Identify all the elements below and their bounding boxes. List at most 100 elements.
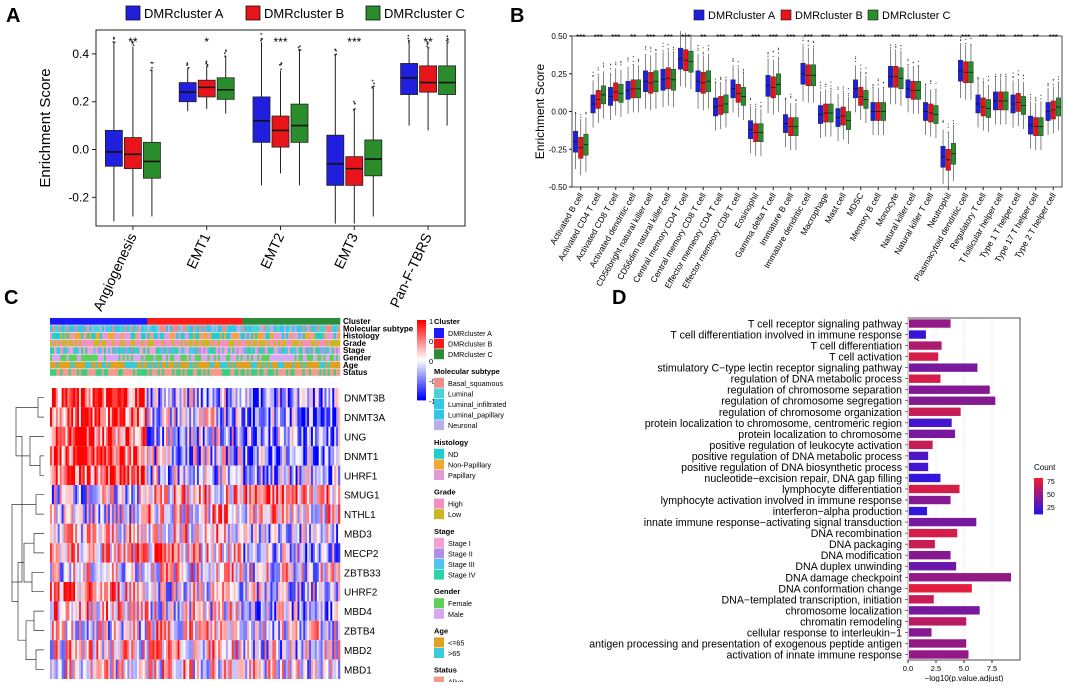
- legend-label: DMRcluster A: [144, 6, 224, 21]
- heatmap-cell: [311, 465, 314, 485]
- colorbar-segment: [417, 346, 426, 349]
- y-tick-label: regulation of chromosome segregation: [721, 396, 902, 408]
- outlier-point: [644, 46, 647, 48]
- heatmap-cell: [326, 388, 329, 408]
- heatmap-cell: [229, 601, 232, 621]
- heatmap-cell: [254, 543, 258, 563]
- outlier-point: [732, 60, 734, 62]
- colorbar-segment: [417, 358, 426, 361]
- annotation-cell: [253, 339, 256, 347]
- legend-swatch: [434, 559, 444, 569]
- heatmap-cell: [160, 601, 163, 621]
- heatmap-cell: [328, 485, 331, 505]
- annotation-cell: [248, 339, 252, 347]
- significance-label: ***: [1049, 33, 1058, 42]
- heatmap-cell: [247, 543, 250, 563]
- heatmap-cell: [195, 485, 198, 505]
- heatmap-cell: [152, 562, 155, 582]
- annotation-cell: [128, 332, 132, 340]
- heatmap-cell: [80, 504, 84, 524]
- heatmap-cell: [301, 388, 304, 408]
- heatmap-cell: [108, 640, 111, 660]
- heatmap-cell: [61, 504, 64, 524]
- heatmap-cell: [177, 446, 180, 466]
- heatmap-cell: [198, 659, 202, 679]
- heatmap-cell: [280, 407, 283, 427]
- heatmap-cell: [274, 485, 277, 505]
- heatmap-cell: [245, 523, 248, 544]
- legend-gradient-segment: [1034, 485, 1043, 487]
- legend-label: DMRcluster B: [795, 10, 863, 22]
- heatmap-cell: [166, 659, 169, 679]
- annotation-cell: [83, 339, 86, 347]
- heatmap-cell: [123, 523, 126, 544]
- outlier-point: [655, 49, 657, 52]
- heatmap-cell: [251, 485, 254, 505]
- heatmap-cell: [328, 388, 331, 408]
- heatmap-cell: [282, 465, 285, 485]
- heatmap-cell: [171, 388, 174, 408]
- legend-swatch: [434, 598, 444, 609]
- heatmap-cell: [166, 407, 169, 427]
- heatmap-cell: [98, 620, 101, 641]
- heatmap-cell: [77, 446, 80, 466]
- annotation-cell: [284, 369, 287, 376]
- heatmap-cell: [71, 523, 74, 544]
- legend-swatch: [867, 9, 879, 21]
- heatmap-cell: [200, 465, 203, 485]
- heatmap-cell: [218, 562, 221, 582]
- heatmap-cell: [318, 601, 321, 621]
- heatmap-cell: [154, 465, 157, 485]
- heatmap-cell: [189, 407, 192, 427]
- heatmap-cell: [121, 407, 124, 427]
- heatmap-cell: [330, 407, 333, 427]
- annotation-cell: [87, 318, 90, 325]
- annotation-cell: [97, 325, 101, 332]
- legend-swatch: [780, 9, 792, 21]
- heatmap-cell: [243, 407, 246, 427]
- annotation-cell: [105, 361, 109, 369]
- heatmap-cell: [227, 523, 231, 544]
- heatmap-cell: [57, 640, 60, 660]
- panel-a-box-chart: A DMRcluster A DMRcluster B DMRcluster C-0.…: [6, 5, 466, 313]
- heatmap-cell: [82, 407, 86, 427]
- annotation-cell: [333, 369, 337, 376]
- annotation-cell: [114, 354, 117, 362]
- annotation-cell: [153, 361, 156, 369]
- outlier-point: [889, 44, 892, 46]
- annotation-cell: [302, 361, 306, 369]
- annotation-cell: [132, 318, 136, 325]
- legend-gradient-segment: [1034, 486, 1043, 488]
- annotation-cell: [139, 369, 142, 376]
- heatmap-cell: [133, 485, 136, 505]
- annotation-cell: [267, 369, 270, 376]
- heatmap-cell: [289, 446, 292, 466]
- annotation-cell: [99, 318, 103, 325]
- heatmap-cell: [193, 485, 196, 505]
- heatmap-cell: [334, 388, 337, 408]
- heatmap-cell: [299, 659, 302, 679]
- heatmap-cell: [260, 504, 263, 524]
- annotation-cell: [128, 347, 132, 354]
- heatmap-cell: [334, 523, 337, 544]
- heatmap-cell: [137, 426, 140, 447]
- legend-title: Status: [434, 666, 457, 675]
- heatmap-cell: [140, 640, 144, 660]
- outlier-point: [1012, 76, 1014, 79]
- gene-label: ZBTB4: [344, 627, 376, 638]
- colorbar-tick: 1: [429, 317, 433, 326]
- annotation-cell: [311, 339, 314, 347]
- outlier-point: [970, 44, 972, 46]
- heatmap-cell: [200, 601, 203, 621]
- heatmap-cell: [191, 446, 194, 466]
- heatmap-cell: [280, 465, 283, 485]
- heatmap-cell: [200, 388, 203, 408]
- significance-label: ***: [821, 33, 830, 42]
- annotation-cell: [195, 325, 198, 332]
- heatmap-cell: [156, 523, 159, 544]
- heatmap-cell: [237, 465, 240, 485]
- heatmap-cell: [291, 659, 294, 679]
- heatmap-cell: [311, 523, 314, 544]
- heatmap-cell: [67, 446, 70, 466]
- annotation-cell: [141, 354, 144, 362]
